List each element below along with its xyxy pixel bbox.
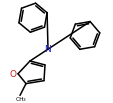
- Text: CH: CH: [16, 97, 24, 102]
- Text: N: N: [44, 45, 51, 54]
- Text: O: O: [10, 70, 17, 79]
- Text: 3: 3: [23, 98, 26, 102]
